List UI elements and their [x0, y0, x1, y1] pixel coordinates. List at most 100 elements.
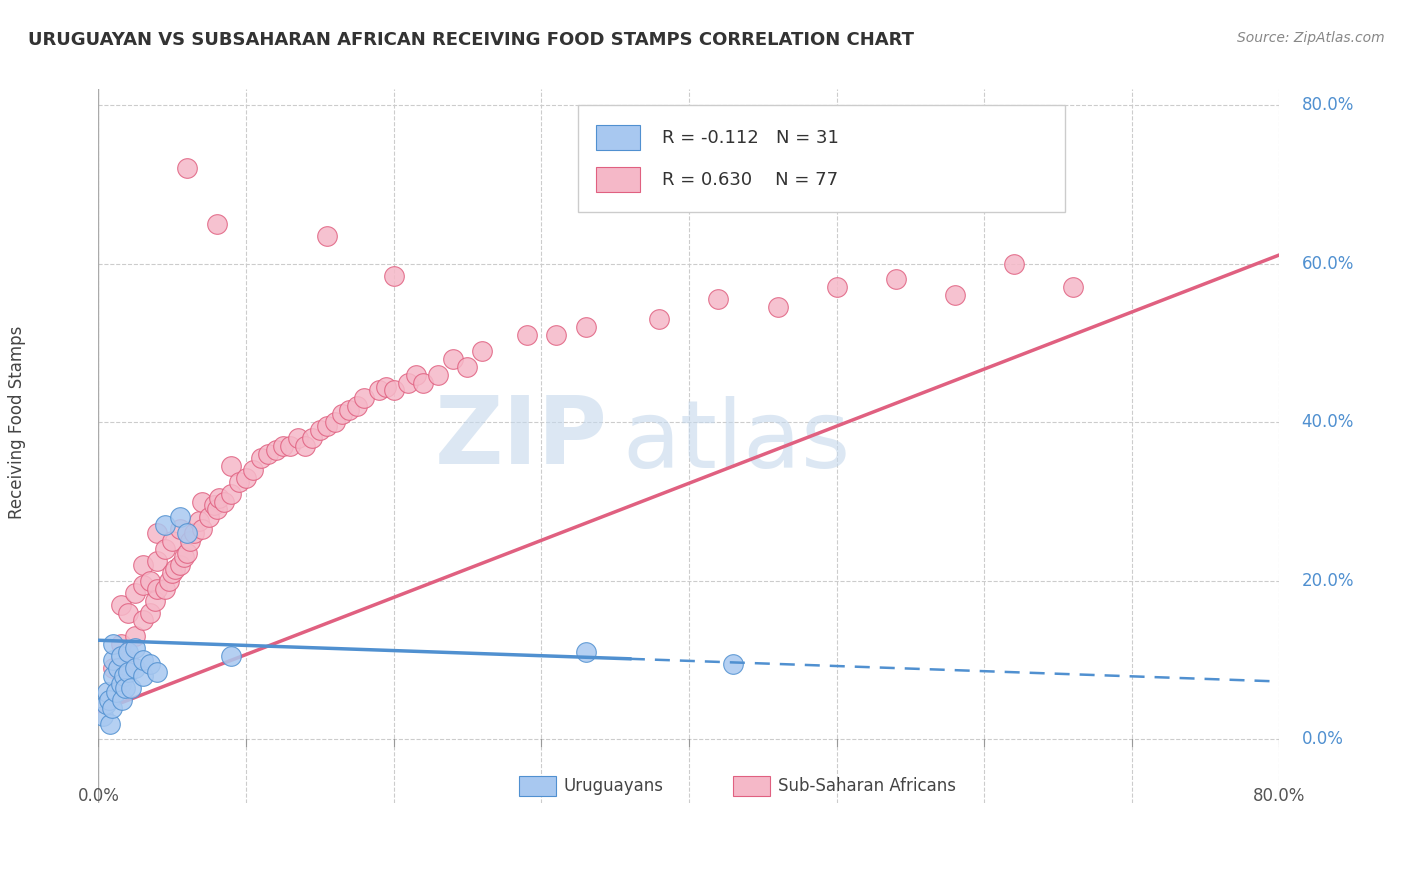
Text: 80.0%: 80.0%: [1253, 787, 1306, 805]
Point: [124, 629, 146, 643]
Point: [205, 217, 228, 231]
Point: [382, 268, 405, 283]
Point: [330, 407, 353, 421]
Point: [98, 716, 121, 731]
Point: [176, 546, 198, 560]
Point: [1062, 280, 1084, 294]
Point: [146, 582, 169, 596]
Point: [110, 649, 132, 664]
Point: [139, 606, 162, 620]
Point: [943, 288, 966, 302]
Point: [117, 606, 139, 620]
Point: [228, 475, 250, 489]
Point: [139, 574, 162, 588]
Point: [176, 526, 198, 541]
Point: [117, 645, 139, 659]
Point: [157, 574, 180, 588]
Text: URUGUAYAN VS SUBSAHARAN AFRICAN RECEIVING FOOD STAMPS CORRELATION CHART: URUGUAYAN VS SUBSAHARAN AFRICAN RECEIVIN…: [28, 31, 914, 49]
Text: ZIP: ZIP: [434, 392, 607, 484]
FancyBboxPatch shape: [578, 105, 1066, 212]
Point: [143, 593, 166, 607]
Point: [165, 562, 187, 576]
Point: [103, 661, 125, 675]
Point: [117, 665, 139, 679]
Point: [375, 379, 398, 393]
Point: [219, 486, 242, 500]
Point: [544, 328, 567, 343]
Point: [146, 665, 169, 679]
FancyBboxPatch shape: [519, 776, 555, 796]
Point: [721, 657, 744, 671]
FancyBboxPatch shape: [596, 167, 640, 193]
Point: [323, 415, 346, 429]
Point: [208, 491, 231, 505]
Point: [191, 522, 214, 536]
Point: [368, 384, 391, 398]
Point: [179, 534, 201, 549]
Point: [198, 510, 221, 524]
Point: [120, 681, 142, 695]
Point: [107, 661, 129, 675]
Text: 40.0%: 40.0%: [1302, 413, 1354, 431]
Point: [471, 343, 494, 358]
Point: [316, 419, 339, 434]
Point: [309, 423, 332, 437]
Point: [183, 526, 205, 541]
Point: [153, 582, 176, 596]
Point: [212, 494, 235, 508]
Point: [412, 376, 434, 390]
Point: [124, 641, 146, 656]
Point: [169, 510, 191, 524]
Point: [132, 653, 155, 667]
Text: Uruguayans: Uruguayans: [564, 777, 664, 795]
Point: [382, 384, 405, 398]
Point: [396, 376, 419, 390]
Point: [100, 700, 122, 714]
Point: [146, 526, 169, 541]
Point: [112, 669, 135, 683]
Text: 0.0%: 0.0%: [1302, 731, 1344, 748]
Point: [191, 494, 214, 508]
Point: [103, 669, 125, 683]
Text: 80.0%: 80.0%: [1302, 96, 1354, 114]
Point: [405, 368, 427, 382]
Point: [441, 351, 464, 366]
Text: 60.0%: 60.0%: [1302, 254, 1354, 273]
Point: [456, 359, 478, 374]
Point: [110, 598, 132, 612]
Point: [169, 522, 191, 536]
Point: [337, 403, 360, 417]
Point: [346, 400, 368, 414]
Point: [124, 661, 146, 675]
Point: [1002, 257, 1025, 271]
Point: [202, 499, 225, 513]
Point: [205, 502, 228, 516]
Point: [257, 447, 280, 461]
Point: [91, 708, 114, 723]
Point: [825, 280, 848, 294]
Point: [278, 439, 302, 453]
Point: [162, 566, 183, 580]
Point: [176, 161, 198, 176]
Point: [648, 312, 671, 326]
Point: [766, 300, 789, 314]
Point: [219, 458, 242, 473]
Point: [271, 439, 294, 453]
Point: [242, 463, 264, 477]
Point: [96, 685, 118, 699]
Point: [132, 558, 155, 572]
Text: atlas: atlas: [623, 396, 851, 488]
Point: [353, 392, 375, 406]
Point: [124, 585, 146, 599]
Point: [114, 681, 136, 695]
Point: [94, 697, 117, 711]
Point: [235, 471, 257, 485]
Point: [110, 637, 132, 651]
Point: [146, 554, 169, 568]
Point: [884, 272, 907, 286]
Point: [316, 228, 339, 243]
Text: Sub-Saharan Africans: Sub-Saharan Africans: [778, 777, 956, 795]
Text: 0.0%: 0.0%: [77, 787, 120, 805]
Point: [103, 653, 125, 667]
Point: [132, 578, 155, 592]
